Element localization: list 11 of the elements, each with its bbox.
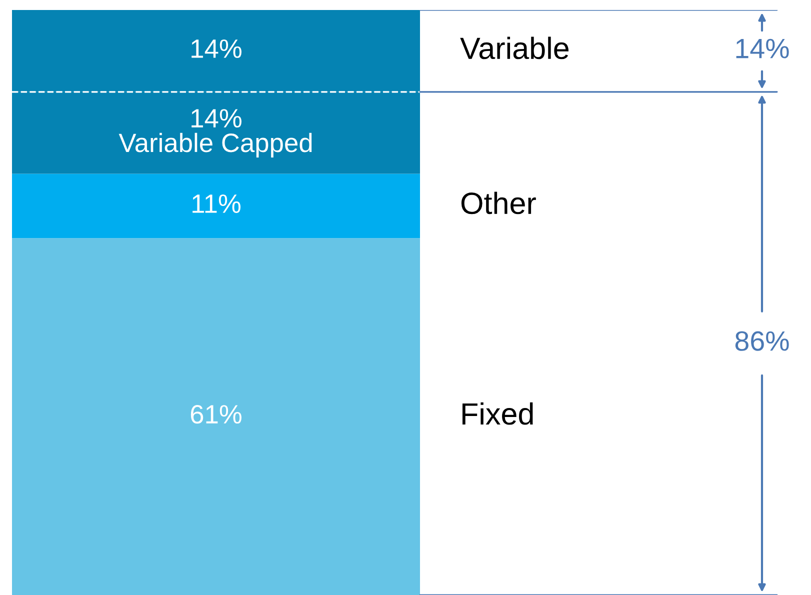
series-label: Variable [460, 36, 568, 60]
text: 14% [736, 38, 789, 58]
bar [12, 238, 420, 595]
bar [12, 174, 420, 238]
data-label: 11% [192, 194, 240, 213]
data-label: 61% [190, 404, 242, 424]
data-label: 14% Variable Capped [118, 109, 312, 158]
series-label: Other [461, 192, 536, 214]
text: 86% [735, 331, 789, 351]
series-label: Fixed [462, 402, 533, 425]
data-label: 14% [192, 39, 242, 58]
